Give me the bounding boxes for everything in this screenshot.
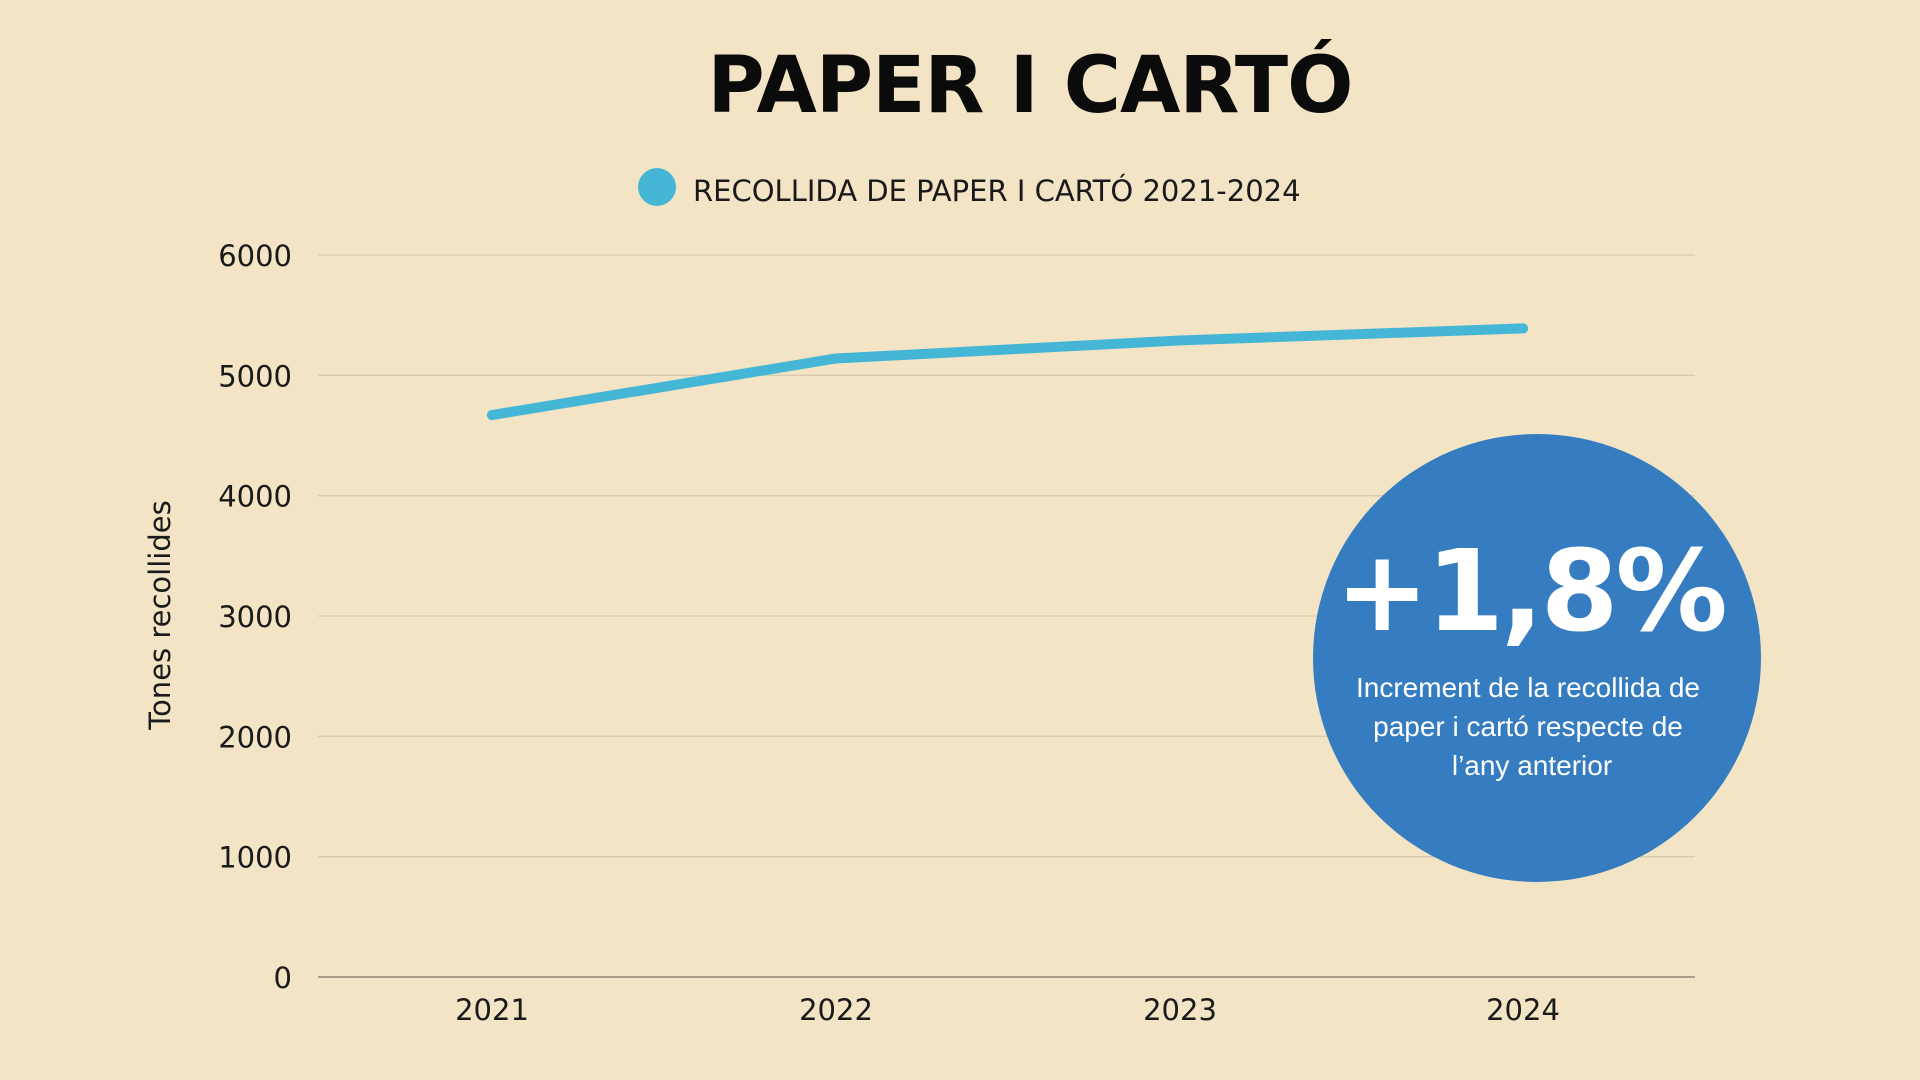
y-tick-label: 3000 — [218, 600, 292, 634]
data-point — [1518, 323, 1528, 334]
y-tick-label: 2000 — [218, 720, 292, 754]
y-tick-label: 5000 — [218, 359, 292, 393]
badge-description-line-1: Increment de la recollida de — [1356, 672, 1700, 703]
y-tick-label: 4000 — [218, 480, 292, 514]
y-axis-label: Tones recollides — [143, 500, 177, 730]
x-tick-label: 2024 — [1486, 993, 1560, 1027]
badge-circle — [1313, 434, 1761, 882]
series-group — [487, 323, 1528, 421]
data-point — [487, 410, 497, 421]
series-line — [487, 323, 1528, 421]
x-tick-label: 2023 — [1143, 993, 1217, 1027]
badge-description-line-2: paper i cartó respecte de — [1373, 711, 1683, 742]
y-axis-ticks: 0 1000 2000 3000 4000 5000 6000 — [218, 239, 292, 995]
increase-badge: +1,8% Increment de la recollida de paper… — [1313, 434, 1761, 882]
data-point — [1175, 335, 1185, 346]
gridlines — [318, 254, 1695, 978]
data-point — [831, 353, 841, 364]
legend-label: RECOLLIDA DE PAPER I CARTÓ 2021-2024 — [693, 174, 1301, 208]
legend: RECOLLIDA DE PAPER I CARTÓ 2021-2024 — [638, 168, 1301, 208]
y-tick-label: 0 — [274, 961, 292, 995]
legend-swatch — [638, 168, 676, 206]
x-tick-label: 2022 — [799, 993, 873, 1027]
chart-title: PAPER I CARTÓ — [708, 39, 1353, 131]
y-tick-label: 1000 — [218, 841, 292, 875]
x-tick-label: 2021 — [455, 993, 529, 1027]
badge-value: +1,8% — [1335, 527, 1724, 657]
y-tick-label: 6000 — [218, 239, 292, 273]
x-axis-ticks: 2021 2022 2023 2024 — [455, 993, 1560, 1027]
badge-description-line-3: l’any anterior — [1452, 750, 1612, 781]
